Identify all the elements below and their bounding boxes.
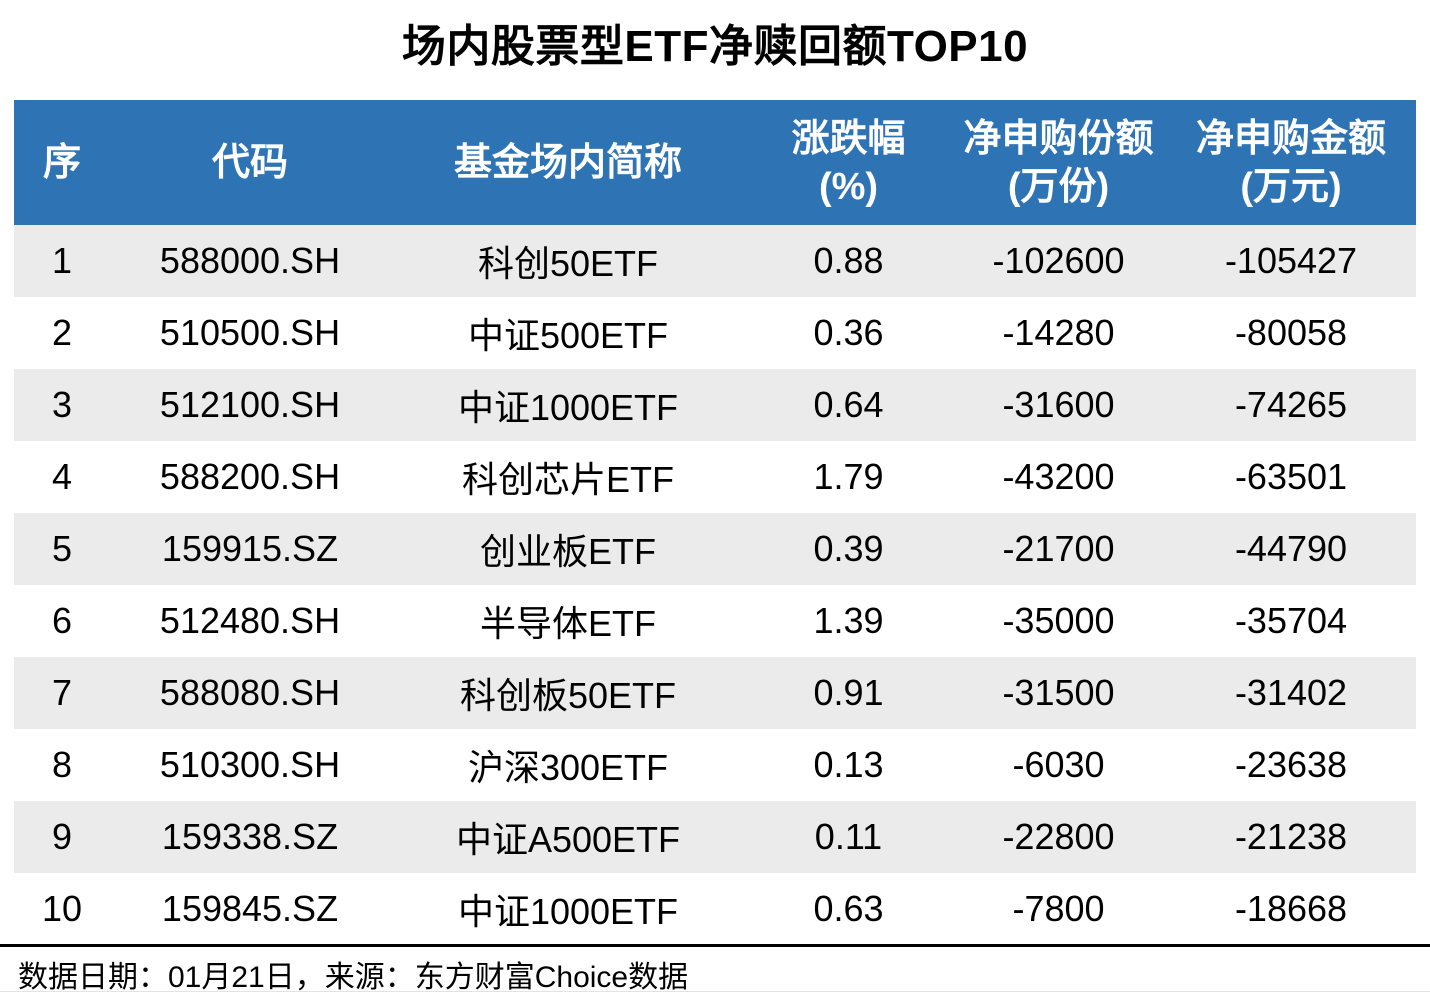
cell-change-pct: 0.88	[813, 240, 884, 281]
cell-net-shares: -31600	[1002, 384, 1115, 425]
cell-fund-name: 中证1000ETF	[457, 387, 679, 428]
cell-seq: 2	[51, 312, 73, 353]
column-header-label: 净申购金额	[1195, 117, 1386, 160]
cell-seq: 5	[51, 528, 73, 569]
cell-fund-name: 中证A500ETF	[455, 819, 681, 860]
cell-seq: 8	[51, 744, 73, 785]
cell-code: 512480.SH	[159, 600, 341, 641]
cell-net-amount: -74265	[1234, 384, 1348, 425]
cell-change-pct: 0.13	[813, 744, 884, 785]
cell-net-shares: -7800	[1012, 888, 1105, 929]
cell-fund-name: 半导体ETF	[480, 603, 656, 644]
cell-net-amount: -44790	[1234, 528, 1348, 569]
table-row: 1 588000.SH 科创50ETF 0.88 -102600 -105427	[14, 225, 1416, 297]
table-row: 7 588080.SH 科创板50ETF 0.91 -31500 -31402	[14, 657, 1416, 729]
cell-fund-name: 中证500ETF	[467, 315, 669, 356]
data-source-note: 数据日期：01月21日，来源：东方财富Choice数据	[18, 961, 689, 994]
cell-fund-name: 科创50ETF	[477, 243, 659, 284]
cell-fund-name: 创业板ETF	[480, 531, 656, 572]
column-header-label: 序	[42, 141, 81, 184]
cell-seq: 1	[51, 240, 73, 281]
cell-code: 588200.SH	[159, 456, 341, 497]
cell-code: 159915.SZ	[161, 528, 339, 569]
cell-net-amount: -63501	[1234, 456, 1348, 497]
column-header-label: 代码	[211, 141, 288, 184]
cell-change-pct: 0.91	[813, 672, 884, 713]
cell-change-pct: 1.79	[813, 456, 884, 497]
cell-fund-name: 科创芯片ETF	[462, 459, 674, 500]
cell-seq: 9	[51, 816, 73, 857]
column-header-label: 基金场内简称	[453, 141, 682, 184]
bottom-border-line	[0, 991, 1430, 992]
cell-net-amount: -35704	[1234, 600, 1348, 641]
etf-redemption-table: 序 代码 基金场内简称 涨跌幅 (%) 净申购份额 (万份) 净申购金额 (万	[14, 100, 1416, 945]
cell-code: 510300.SH	[159, 744, 341, 785]
table-row: 9 159338.SZ 中证A500ETF 0.11 -22800 -21238	[14, 801, 1416, 873]
cell-net-amount: -80058	[1234, 312, 1348, 353]
page-title: 场内股票型ETF净赎回额TOP10	[401, 22, 1029, 71]
cell-net-shares: -43200	[1002, 456, 1115, 497]
cell-net-amount: -18668	[1234, 888, 1348, 929]
table-row: 4 588200.SH 科创芯片ETF 1.79 -43200 -63501	[14, 441, 1416, 513]
cell-code: 588080.SH	[159, 672, 341, 713]
table-row: 8 510300.SH 沪深300ETF 0.13 -6030 -23638	[14, 729, 1416, 801]
cell-change-pct: 0.64	[813, 384, 884, 425]
table-row: 10 159845.SZ 中证1000ETF 0.63 -7800 -18668	[14, 873, 1416, 945]
cell-code: 159845.SZ	[161, 888, 339, 929]
cell-net-amount: -23638	[1234, 744, 1348, 785]
column-header-unit: (%)	[818, 165, 879, 208]
cell-net-shares: -14280	[1002, 312, 1115, 353]
column-header-label: 净申购份额	[963, 117, 1154, 160]
column-header-net-shares: 净申购份额 (万份)	[951, 100, 1166, 225]
cell-code: 512100.SH	[159, 384, 341, 425]
cell-net-shares: -31500	[1002, 672, 1115, 713]
column-header-seq: 序	[14, 100, 110, 225]
cell-code: 510500.SH	[159, 312, 341, 353]
footer-divider	[0, 944, 1430, 947]
cell-change-pct: 0.63	[813, 888, 884, 929]
cell-net-shares: -6030	[1012, 744, 1105, 785]
cell-net-amount: -105427	[1224, 240, 1358, 281]
cell-seq: 3	[51, 384, 73, 425]
cell-net-shares: -102600	[992, 240, 1125, 281]
cell-fund-name: 中证1000ETF	[457, 891, 679, 932]
column-header-change-pct: 涨跌幅 (%)	[746, 100, 951, 225]
cell-code: 588000.SH	[159, 240, 341, 281]
cell-net-shares: -22800	[1002, 816, 1115, 857]
cell-change-pct: 0.11	[814, 816, 883, 857]
column-header-unit: (万份)	[1007, 165, 1110, 208]
column-header-code: 代码	[110, 100, 390, 225]
cell-net-amount: -21238	[1234, 816, 1348, 857]
column-header-label: 涨跌幅	[791, 117, 906, 160]
cell-net-shares: -35000	[1002, 600, 1115, 641]
cell-change-pct: 0.36	[813, 312, 884, 353]
column-header-unit: (万元)	[1240, 165, 1342, 208]
cell-seq: 10	[41, 888, 83, 929]
cell-fund-name: 沪深300ETF	[467, 747, 669, 788]
cell-net-amount: -31402	[1234, 672, 1348, 713]
column-header-fund-name: 基金场内简称	[390, 100, 746, 225]
cell-net-shares: -21700	[1002, 528, 1115, 569]
cell-fund-name: 科创板50ETF	[459, 675, 677, 716]
cell-seq: 7	[51, 672, 73, 713]
table-row: 6 512480.SH 半导体ETF 1.39 -35000 -35704	[14, 585, 1416, 657]
table-row: 3 512100.SH 中证1000ETF 0.64 -31600 -74265	[14, 369, 1416, 441]
table-header-row: 序 代码 基金场内简称 涨跌幅 (%) 净申购份额 (万份) 净申购金额 (万	[14, 100, 1416, 225]
table-row: 5 159915.SZ 创业板ETF 0.39 -21700 -44790	[14, 513, 1416, 585]
table-row: 2 510500.SH 中证500ETF 0.36 -14280 -80058	[14, 297, 1416, 369]
cell-seq: 4	[51, 456, 73, 497]
cell-change-pct: 1.39	[813, 600, 884, 641]
cell-seq: 6	[51, 600, 73, 641]
cell-code: 159338.SZ	[161, 816, 339, 857]
cell-change-pct: 0.39	[813, 528, 884, 569]
column-header-net-amount: 净申购金额 (万元)	[1166, 100, 1416, 225]
